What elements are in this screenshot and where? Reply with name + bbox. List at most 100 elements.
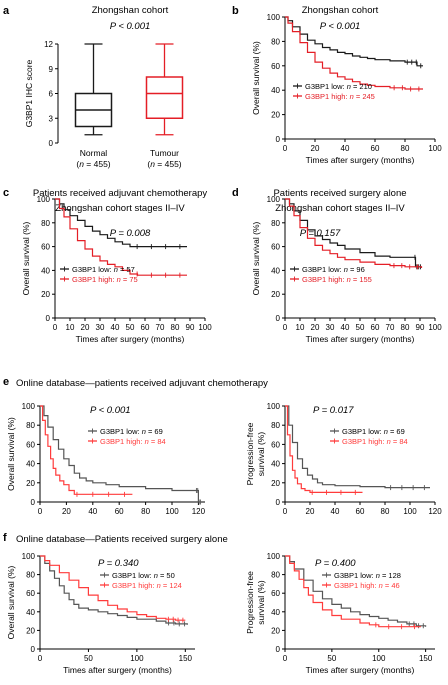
y-axis-label: survival (%) xyxy=(256,580,266,625)
x-tick-label: 10 xyxy=(296,323,305,332)
legend-entry-low: G3BP1 low: n = 128 xyxy=(334,571,401,580)
y-tick-label: 100 xyxy=(22,402,36,411)
y-tick-label: 6 xyxy=(49,90,54,99)
legend-entry-high: G3BP1 high: n = 84 xyxy=(100,437,166,446)
category-note: (n = 455) xyxy=(147,159,181,169)
y-tick-label: 3 xyxy=(49,114,54,123)
y-tick-label: 60 xyxy=(271,62,280,71)
y-tick-label: 0 xyxy=(276,135,281,144)
y-tick-label: 20 xyxy=(26,626,35,635)
y-tick-label: 60 xyxy=(271,440,280,449)
legend-entry-high: G3BP1 high: n = 46 xyxy=(334,581,400,590)
x-tick-label: 120 xyxy=(192,507,206,516)
y-tick-label: 40 xyxy=(26,460,35,469)
x-tick-label: 100 xyxy=(130,654,144,663)
x-tick-label: 60 xyxy=(115,507,124,516)
x-tick-label: 80 xyxy=(381,507,390,516)
y-axis-label: G3BP1 IHC score xyxy=(24,59,34,127)
series-line-high xyxy=(55,198,187,276)
y-tick-label: 9 xyxy=(49,65,54,74)
y-tick-label: 60 xyxy=(26,589,35,598)
x-tick-label: 80 xyxy=(401,323,410,332)
y-tick-label: 80 xyxy=(271,37,280,46)
x-tick-label: 100 xyxy=(372,654,386,663)
x-tick-label: 40 xyxy=(88,507,97,516)
y-axis-label: Overall survival (%) xyxy=(6,417,16,491)
y-tick-label: 80 xyxy=(271,219,280,228)
y-tick-label: 0 xyxy=(276,498,281,507)
x-axis-label: Times after surgery (months) xyxy=(63,665,172,675)
x-tick-label: 50 xyxy=(126,323,135,332)
series-line-low xyxy=(285,555,427,627)
x-axis-label: Times after surgery (months) xyxy=(306,155,415,165)
x-tick-label: 40 xyxy=(111,323,120,332)
y-tick-label: 0 xyxy=(276,645,281,654)
x-tick-label: 60 xyxy=(371,144,380,153)
box-tumour xyxy=(145,76,184,119)
y-tick-label: 60 xyxy=(41,243,50,252)
y-tick-label: 100 xyxy=(22,552,36,561)
y-tick-label: 20 xyxy=(271,111,280,120)
legend-entry-high: G3BP1 high: n = 155 xyxy=(302,275,372,284)
series-line-high xyxy=(285,555,421,628)
legend-entry-high: G3BP1 high: n = 84 xyxy=(342,437,408,446)
x-tick-label: 30 xyxy=(96,323,105,332)
x-tick-label: 80 xyxy=(171,323,180,332)
series-line-high xyxy=(285,198,423,268)
chart-e1: 0 20 40 60 80 100 Overall survival (%) 0 20 40 60 8… xyxy=(6,402,206,516)
y-tick-label: 80 xyxy=(26,421,35,430)
panel-f-header: Online database—Patients received surger… xyxy=(16,534,228,545)
chart-e2: 0 20 40 60 80 100 Progression-free survival (%)… xyxy=(245,402,442,516)
x-axis-label: Times after surgery (months) xyxy=(306,334,415,344)
chart-b: 0 20 40 60 80 100 Overall survival (%) 0 20 40 60 8… xyxy=(251,13,442,165)
y-tick-label: 20 xyxy=(271,626,280,635)
x-tick-label: 100 xyxy=(165,507,179,516)
x-tick-label: 70 xyxy=(156,323,165,332)
x-tick-label: 40 xyxy=(331,507,340,516)
panel-f1-pvalue: P = 0.340 xyxy=(98,558,139,569)
legend-entry-low: G3BP1 low: n = 69 xyxy=(100,427,163,436)
x-tick-label: 100 xyxy=(428,323,442,332)
panel-d-pvalue: P = 0.157 xyxy=(300,228,341,239)
x-tick-label: 80 xyxy=(141,507,150,516)
y-tick-label: 100 xyxy=(267,552,281,561)
x-tick-label: 70 xyxy=(386,323,395,332)
x-tick-label: 0 xyxy=(38,654,43,663)
panel-d-title: Zhongshan cohort stages II–IV xyxy=(275,203,405,214)
y-tick-label: 40 xyxy=(271,266,280,275)
y-tick-label: 80 xyxy=(41,219,50,228)
y-tick-label: 0 xyxy=(31,498,36,507)
x-tick-label: 0 xyxy=(53,323,58,332)
y-tick-label: 60 xyxy=(26,440,35,449)
panel-f2-pvalue: P = 0.400 xyxy=(315,558,356,569)
chart-d: 0 20 40 60 80 100 Overall survival (%) 0 10 20 30 4… xyxy=(251,195,442,344)
series-line-high xyxy=(285,405,363,493)
category-label: Normal xyxy=(80,148,108,158)
y-tick-label: 0 xyxy=(46,314,51,323)
x-tick-label: 60 xyxy=(141,323,150,332)
x-tick-label: 120 xyxy=(428,507,442,516)
panel-c-pvalue: P = 0.008 xyxy=(110,228,151,239)
series-line-low xyxy=(285,405,430,489)
x-tick-label: 50 xyxy=(356,323,365,332)
x-tick-label: 20 xyxy=(311,323,320,332)
panel-label-b: b xyxy=(232,5,239,17)
y-tick-label: 80 xyxy=(26,571,35,580)
panel-c-title: Zhongshan cohort stages II–IV xyxy=(55,203,185,214)
y-axis-label: Progression-free xyxy=(245,422,255,485)
y-tick-label: 40 xyxy=(271,86,280,95)
y-tick-label: 100 xyxy=(267,195,281,204)
x-tick-label: 0 xyxy=(283,507,288,516)
y-tick-label: 20 xyxy=(26,479,35,488)
panel-b-pvalue: P < 0.001 xyxy=(320,21,361,32)
x-tick-label: 100 xyxy=(428,144,442,153)
y-tick-label: 100 xyxy=(267,13,281,22)
panel-label-a: a xyxy=(3,5,10,17)
y-axis-label: survival (%) xyxy=(256,432,266,477)
y-tick-label: 40 xyxy=(271,608,280,617)
y-tick-label: 12 xyxy=(44,40,53,49)
x-tick-label: 0 xyxy=(283,144,288,153)
y-axis-label: Overall survival (%) xyxy=(21,221,31,295)
legend-entry-low: G3BP1 low: n = 50 xyxy=(112,571,175,580)
legend-entry-low: G3BP1 low: n = 69 xyxy=(342,427,405,436)
